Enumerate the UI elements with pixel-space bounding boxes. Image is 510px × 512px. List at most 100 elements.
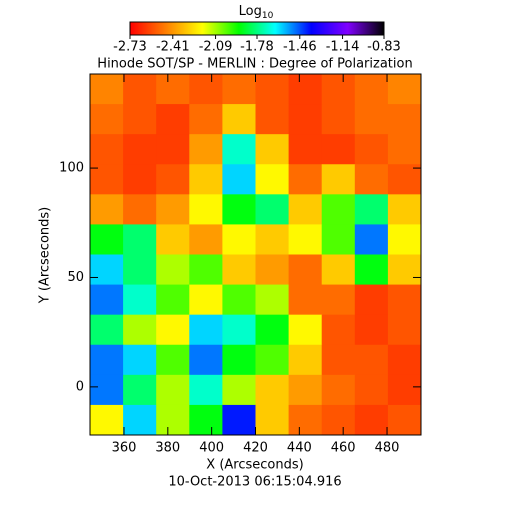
heatmap-cell <box>321 344 356 376</box>
heatmap-cell <box>321 374 356 406</box>
heatmap-cell <box>189 104 223 135</box>
heatmap-cell <box>123 344 157 376</box>
heatmap-cell <box>354 104 389 135</box>
heatmap-cell <box>288 104 323 135</box>
heatmap-cell <box>321 164 356 195</box>
heatmap-cell <box>90 134 124 165</box>
heatmap-cell <box>321 74 356 105</box>
heatmap-cell <box>387 284 422 316</box>
heatmap-cell <box>156 224 190 255</box>
heatmap-cell <box>222 164 256 195</box>
y-tick-label: 50 <box>67 270 84 285</box>
heatmap-cell <box>222 134 256 165</box>
heatmap-cell <box>255 164 290 195</box>
heatmap-cell <box>288 134 323 165</box>
heatmap-cell <box>354 344 389 376</box>
x-tick-label: 440 <box>287 441 312 456</box>
heatmap-cell <box>90 104 124 135</box>
heatmap-cell <box>90 314 124 346</box>
heatmap-cell <box>288 284 323 316</box>
heatmap-cell <box>90 194 124 225</box>
heatmap-cell <box>255 194 290 225</box>
colorbar-title-base: Log <box>239 4 262 19</box>
heatmap-cell <box>90 74 124 105</box>
y-tick-label: 0 <box>76 379 84 394</box>
heatmap-cell <box>255 344 290 376</box>
heatmap-cell <box>222 404 256 436</box>
heatmap-cell <box>90 164 124 195</box>
heatmap-cell <box>123 404 157 436</box>
heatmap-cell <box>321 134 356 165</box>
heatmap-cell <box>123 314 157 346</box>
heatmap-cell <box>354 74 389 105</box>
heatmap-cell <box>387 134 422 165</box>
heatmap-cell <box>222 254 256 286</box>
heatmap-cell <box>354 374 389 406</box>
heatmap-cell <box>354 254 389 286</box>
heatmap-cell <box>288 224 323 255</box>
x-tick-label: 480 <box>375 441 400 456</box>
colorbar-tick-label: -1.78 <box>240 40 274 55</box>
heatmap-cell <box>189 74 223 105</box>
heatmap-cell <box>288 344 323 376</box>
heatmap-cell <box>255 104 290 135</box>
heatmap-cell <box>156 404 190 436</box>
heatmap-cell <box>123 164 157 195</box>
heatmap-cell <box>156 104 190 135</box>
heatmap-cell <box>387 74 422 105</box>
heatmap-cell <box>90 254 124 286</box>
heatmap-cell <box>123 134 157 165</box>
heatmap-cell <box>90 284 124 316</box>
heatmap-cell <box>354 194 389 225</box>
heatmap-cell <box>156 134 190 165</box>
heatmap-cell <box>123 74 157 105</box>
heatmap-cell <box>156 194 190 225</box>
heatmap-cell <box>123 254 157 286</box>
heatmap-cell <box>288 254 323 286</box>
heatmap-cell <box>222 224 256 255</box>
x-tick-label: 400 <box>199 441 224 456</box>
colorbar-title: Log10 <box>239 4 274 21</box>
heatmap-cell <box>354 284 389 316</box>
colorbar-tick-label: -2.73 <box>113 40 147 55</box>
heatmap-cell <box>123 284 157 316</box>
heatmap-cell <box>222 374 256 406</box>
heatmap-cell <box>156 284 190 316</box>
heatmap-cell <box>288 314 323 346</box>
heatmap-cell <box>90 404 124 436</box>
heatmap-cell <box>90 374 124 406</box>
heatmap-cell <box>156 314 190 346</box>
heatmap-cell <box>321 284 356 316</box>
x-tick-label: 380 <box>155 441 180 456</box>
heatmap-cell <box>156 374 190 406</box>
heatmap-cell <box>156 74 190 105</box>
heatmap-cell <box>255 404 290 436</box>
heatmap-cell <box>387 194 422 225</box>
heatmap-cell <box>321 404 356 436</box>
x-tick-label: 360 <box>112 441 137 456</box>
heatmap-cell <box>387 104 422 135</box>
chart-subtitle: 10-Oct-2013 06:15:04.916 <box>168 475 341 490</box>
heatmap-cell <box>387 164 422 195</box>
heatmap-cell <box>189 284 223 316</box>
heatmap-cell <box>123 374 157 406</box>
heatmap-cell <box>387 374 422 406</box>
heatmap-cell <box>255 74 290 105</box>
heatmap-cell <box>255 374 290 406</box>
colorbar-tick-label: -2.09 <box>199 40 233 55</box>
heatmap-cell <box>255 224 290 255</box>
heatmap-cell <box>222 284 256 316</box>
colorbar-tick-label: -2.41 <box>156 40 190 55</box>
heatmap-cell <box>189 404 223 436</box>
heatmap-cell <box>255 134 290 165</box>
heatmap-cell <box>255 284 290 316</box>
heatmap-cell <box>189 254 223 286</box>
heatmap-cell <box>123 224 157 255</box>
heatmap-cell <box>222 194 256 225</box>
heatmap-cell <box>387 344 422 376</box>
heatmap-cell <box>354 314 389 346</box>
colorbar-tick-label: -1.46 <box>283 40 317 55</box>
heatmap-cell <box>189 344 223 376</box>
heatmap-cell <box>321 224 356 255</box>
